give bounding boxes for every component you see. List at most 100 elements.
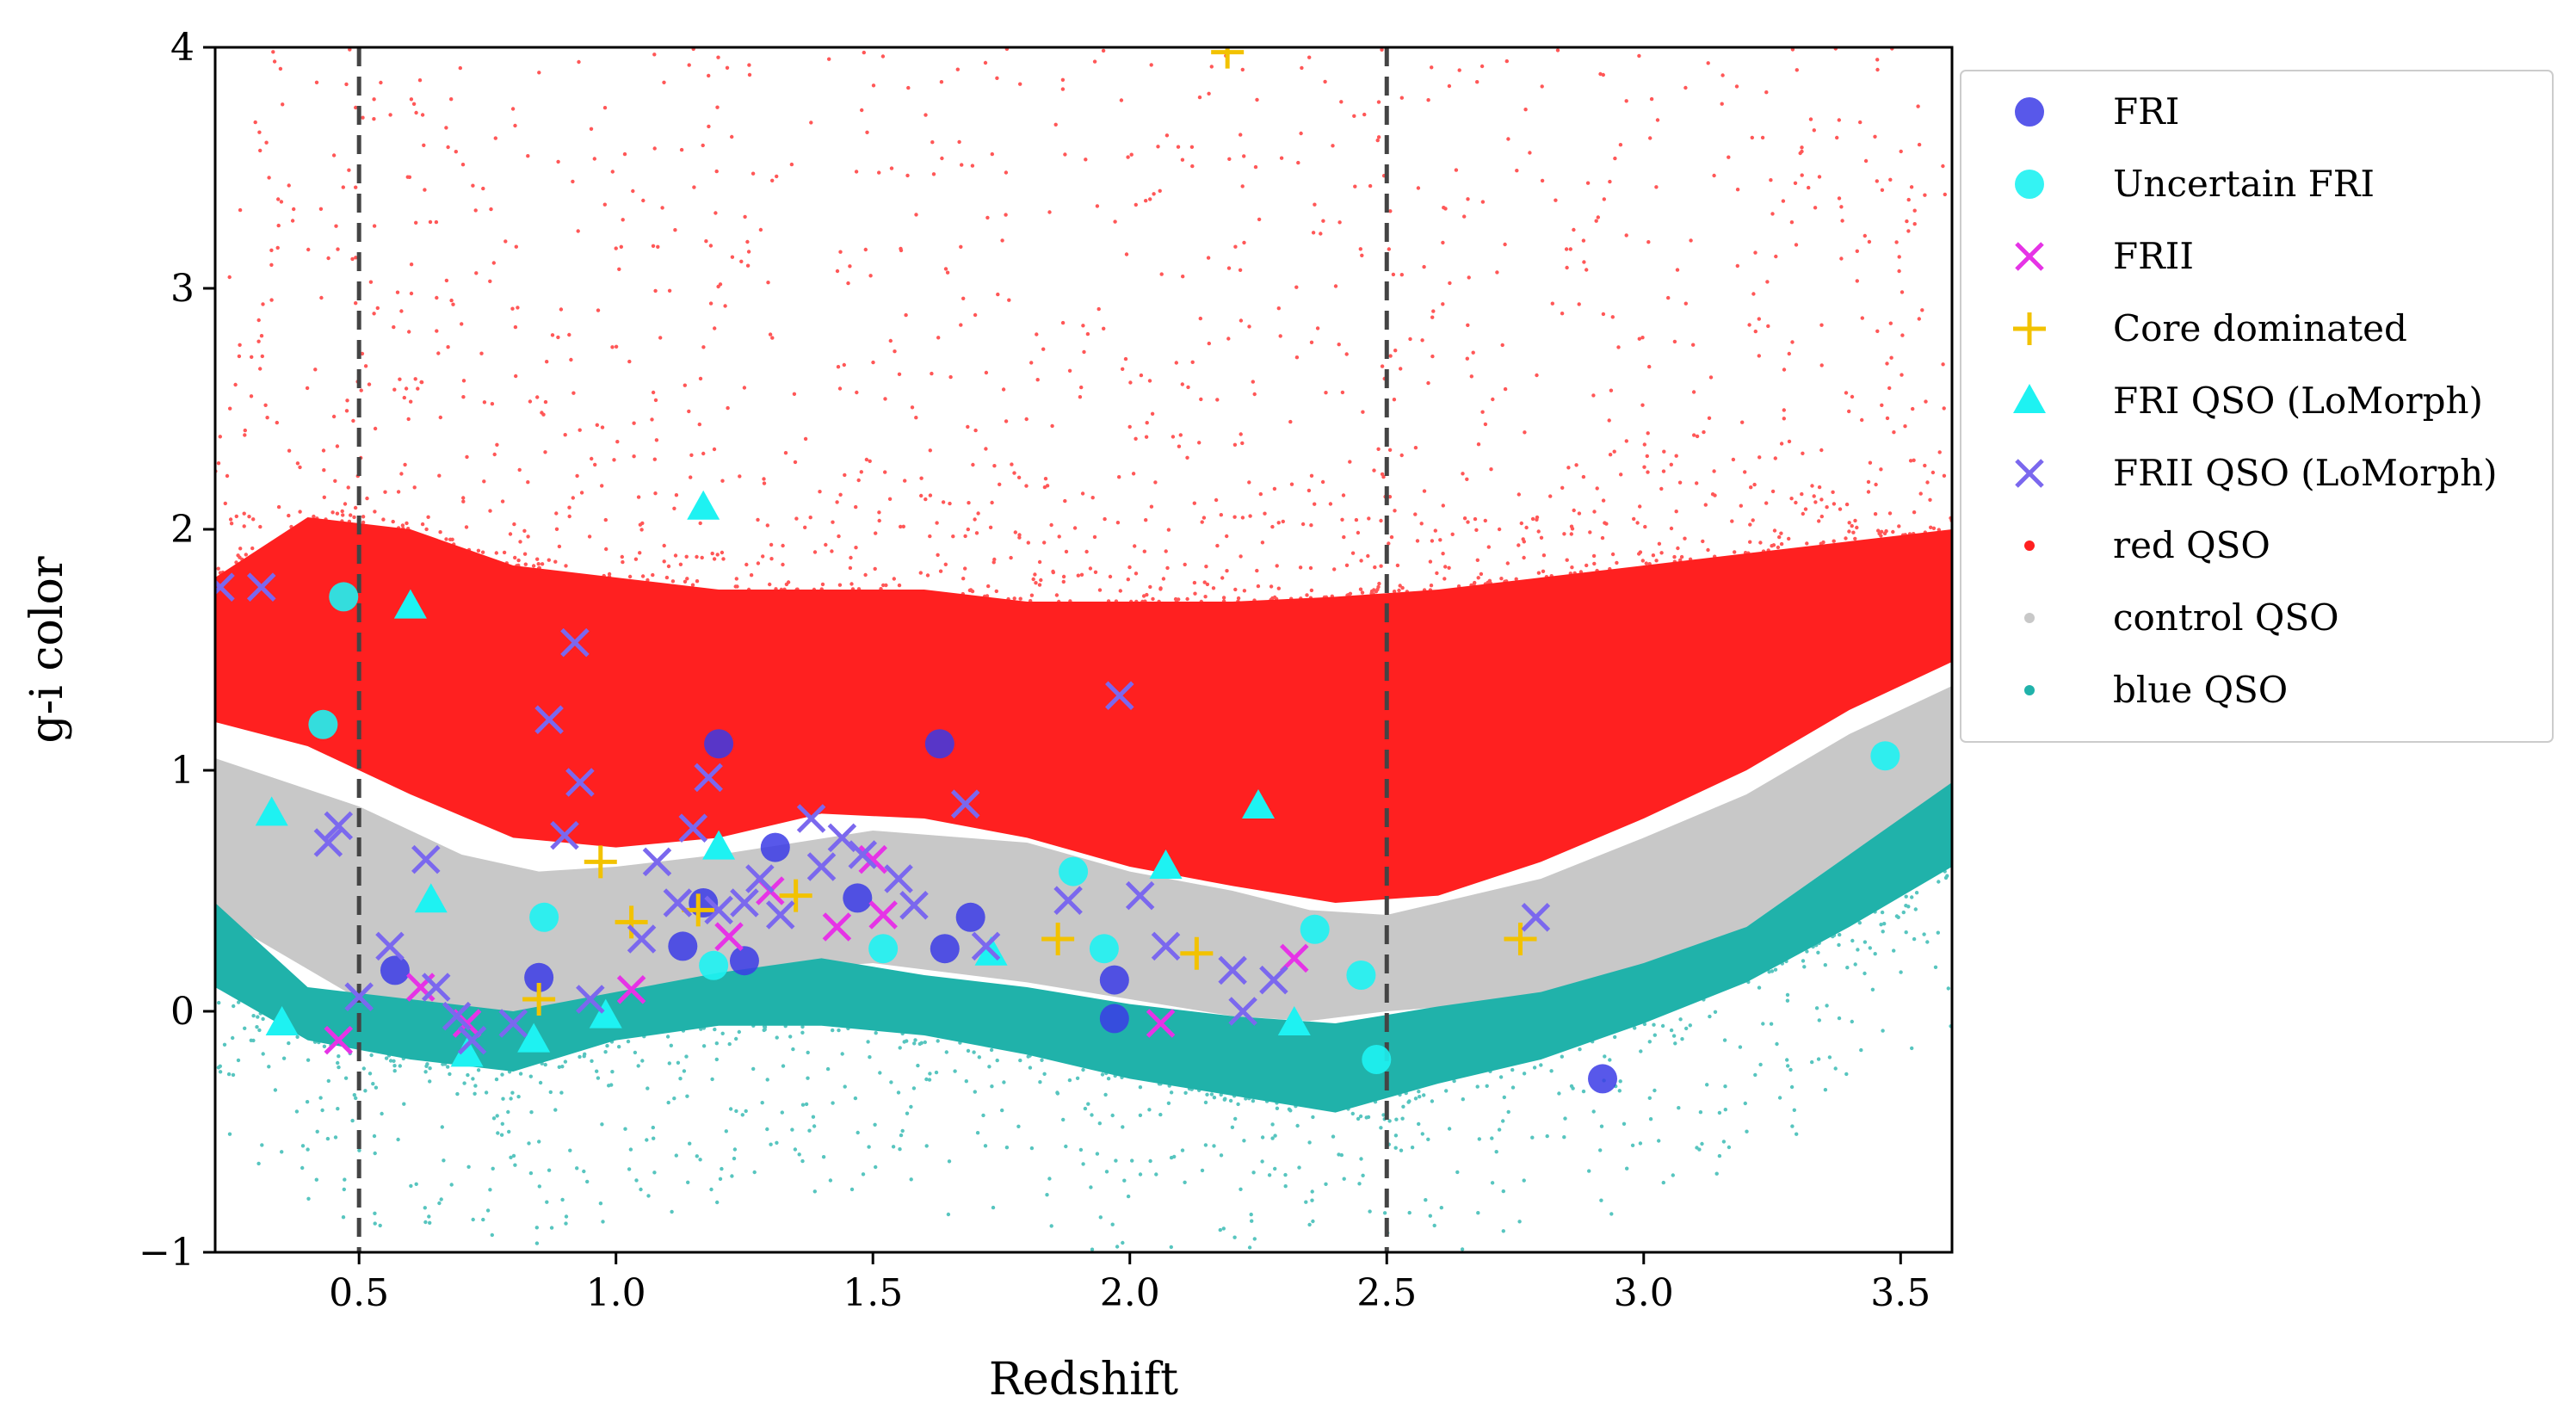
- red-qso-dot: [1536, 529, 1541, 534]
- red-qso-dot: [963, 534, 967, 539]
- blue-qso-dot: [476, 1068, 481, 1072]
- blue-qso-dot: [261, 1016, 265, 1022]
- red-qso-dot: [1524, 525, 1529, 530]
- red-qso-dot: [704, 239, 708, 244]
- red-qso-dot: [1609, 388, 1614, 392]
- blue-qso-dot: [1937, 880, 1941, 884]
- blue-qso-dot: [669, 1043, 673, 1048]
- red-qso-dot: [865, 130, 869, 134]
- red-qso-dot: [827, 57, 831, 61]
- red-qso-dot: [747, 63, 751, 67]
- red-qso-dot: [812, 550, 818, 554]
- red-qso-dot: [1720, 102, 1724, 106]
- red-qso-dot: [1766, 324, 1770, 329]
- red-qso-dot: [522, 552, 528, 556]
- red-qso-dot: [1079, 385, 1084, 390]
- blue-qso-dot: [682, 1069, 687, 1073]
- blue-qso-dot: [485, 1208, 491, 1213]
- red-qso-dot: [315, 516, 319, 521]
- red-qso-dot: [1530, 516, 1535, 522]
- red-qso-dot: [1299, 596, 1303, 601]
- red-qso-dot: [1752, 482, 1757, 487]
- red-qso-dot: [1810, 484, 1814, 488]
- red-qso-dot: [955, 67, 961, 71]
- red-qso-dot: [1090, 496, 1095, 500]
- red-qso-dot: [1674, 454, 1678, 458]
- blue-qso-dot: [1000, 1108, 1004, 1113]
- red-qso-dot: [1007, 298, 1011, 302]
- red-qso-dot: [1837, 118, 1841, 122]
- red-qso-dot: [1774, 254, 1778, 259]
- red-qso-dot: [1920, 308, 1924, 312]
- red-qso-dot: [1504, 59, 1510, 64]
- red-qso-dot: [1751, 292, 1756, 296]
- red-qso-dot: [1203, 595, 1208, 599]
- uncertain-fri-point: [1346, 961, 1376, 990]
- blue-qso-dot: [491, 1166, 495, 1171]
- red-qso-dot: [287, 448, 292, 453]
- blue-qso-dot: [543, 1062, 547, 1067]
- red-qso-dot: [1393, 509, 1397, 513]
- blue-qso-dot: [1881, 1029, 1885, 1033]
- blue-qso-dot: [684, 1054, 689, 1059]
- red-qso-dot: [1362, 112, 1367, 117]
- legend-marker-uncertain-fri: [2015, 170, 2044, 199]
- red-qso-dot: [414, 110, 418, 115]
- red-qso-dot: [768, 332, 773, 337]
- red-qso-dot: [770, 336, 775, 340]
- blue-qso-dot: [294, 1109, 300, 1114]
- blue-qso-dot: [1055, 1091, 1060, 1096]
- red-qso-dot: [1221, 599, 1226, 603]
- red-qso-dot: [1239, 432, 1243, 436]
- red-qso-dot: [423, 188, 427, 192]
- red-qso-dot: [1144, 199, 1148, 203]
- red-qso-dot: [267, 176, 271, 180]
- blue-qso-dot: [740, 1113, 744, 1117]
- red-qso-dot: [715, 553, 720, 557]
- blue-qso-dot: [1169, 1090, 1174, 1095]
- red-qso-dot: [743, 214, 747, 219]
- blue-qso-dot: [1004, 1146, 1010, 1150]
- red-qso-dot: [1831, 490, 1835, 494]
- blue-qso-dot: [1244, 1097, 1248, 1101]
- red-qso-dot: [373, 510, 377, 514]
- red-qso-dot: [786, 580, 791, 584]
- red-qso-dot: [513, 123, 517, 128]
- red-qso-dot: [928, 534, 932, 539]
- red-qso-dot: [742, 386, 747, 390]
- blue-qso-dot: [449, 1183, 454, 1187]
- blue-qso-dot: [1657, 1139, 1661, 1143]
- frii-qso-lomorph-point: [442, 1001, 472, 1031]
- uncertain-fri-point: [699, 950, 729, 980]
- red-qso-dot: [1753, 329, 1758, 334]
- red-qso-dot: [1523, 108, 1528, 112]
- blue-qso-dot: [1232, 1235, 1237, 1239]
- y-tick-label: −1: [139, 1231, 195, 1275]
- blue-qso-dot: [1430, 1099, 1435, 1103]
- blue-qso-dot: [916, 1063, 920, 1068]
- red-qso-dot: [1483, 422, 1488, 427]
- fri-qso-lomorph-point: [517, 1022, 551, 1053]
- blue-qso-dot: [1671, 1173, 1676, 1177]
- blue-qso-dot: [1236, 1102, 1240, 1107]
- red-qso-dot: [1466, 197, 1470, 201]
- red-qso-dot: [1189, 145, 1195, 149]
- red-qso-dot: [992, 557, 997, 562]
- red-qso-dot: [1361, 410, 1365, 414]
- blue-qso-dot: [1697, 1147, 1702, 1152]
- red-qso-dot: [1582, 260, 1586, 264]
- red-qso-dot: [218, 571, 223, 575]
- blue-qso-dot: [640, 1059, 645, 1063]
- red-qso-dot: [1342, 534, 1346, 540]
- blue-qso-dot: [1485, 1084, 1489, 1089]
- legend-marker-frii: [2015, 242, 2044, 271]
- blue-qso-dot: [958, 1041, 962, 1045]
- red-qso-dot: [1692, 433, 1696, 437]
- red-qso-dot: [1683, 85, 1688, 90]
- blue-qso-dot: [596, 1076, 601, 1080]
- blue-qso-dot: [1906, 905, 1911, 909]
- blue-qso-dot: [1599, 1198, 1603, 1202]
- blue-qso-dot: [972, 1050, 976, 1054]
- red-qso-dot: [1853, 518, 1857, 523]
- red-qso-dot: [264, 140, 269, 145]
